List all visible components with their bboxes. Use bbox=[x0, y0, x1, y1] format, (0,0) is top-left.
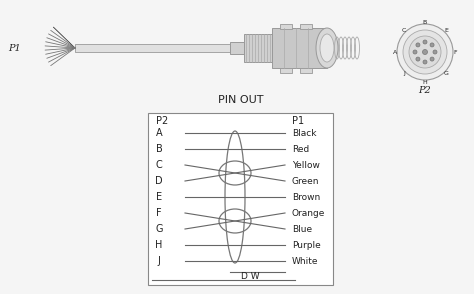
Text: Red: Red bbox=[292, 144, 309, 153]
Text: E: E bbox=[444, 28, 448, 33]
Text: A: A bbox=[393, 49, 397, 54]
Circle shape bbox=[433, 50, 437, 54]
Bar bbox=[75, 44, 235, 52]
Circle shape bbox=[423, 40, 427, 44]
Text: B: B bbox=[155, 144, 163, 154]
Text: Purple: Purple bbox=[292, 240, 321, 250]
Circle shape bbox=[397, 24, 453, 80]
Text: P2: P2 bbox=[156, 116, 168, 126]
Bar bbox=[300, 24, 312, 29]
Circle shape bbox=[403, 30, 447, 74]
Bar bbox=[272, 28, 327, 68]
Bar bbox=[230, 42, 244, 54]
Text: Blue: Blue bbox=[292, 225, 312, 233]
Circle shape bbox=[416, 43, 420, 47]
Circle shape bbox=[413, 50, 417, 54]
Text: Black: Black bbox=[292, 128, 317, 138]
Text: P1: P1 bbox=[8, 44, 21, 53]
Circle shape bbox=[430, 43, 434, 47]
Text: F: F bbox=[453, 49, 457, 54]
Text: J: J bbox=[403, 71, 405, 76]
Text: P2: P2 bbox=[419, 86, 431, 95]
Text: D W: D W bbox=[241, 272, 259, 281]
Bar bbox=[148, 113, 333, 285]
Text: H: H bbox=[155, 240, 163, 250]
Circle shape bbox=[422, 49, 428, 54]
Ellipse shape bbox=[320, 34, 334, 62]
Ellipse shape bbox=[316, 28, 338, 68]
Circle shape bbox=[416, 57, 420, 61]
Text: Brown: Brown bbox=[292, 193, 320, 201]
Text: C: C bbox=[155, 160, 163, 170]
Circle shape bbox=[423, 60, 427, 64]
Text: D: D bbox=[155, 176, 163, 186]
Text: A: A bbox=[155, 128, 162, 138]
Text: J: J bbox=[157, 256, 160, 266]
Text: Yellow: Yellow bbox=[292, 161, 320, 170]
Circle shape bbox=[430, 57, 434, 61]
Text: C: C bbox=[401, 28, 406, 33]
Bar bbox=[280, 24, 292, 29]
Bar bbox=[280, 68, 292, 73]
Text: P1: P1 bbox=[292, 116, 304, 126]
Text: G: G bbox=[444, 71, 449, 76]
Text: H: H bbox=[423, 79, 428, 84]
Bar bbox=[244, 34, 272, 62]
Text: G: G bbox=[155, 224, 163, 234]
Text: Green: Green bbox=[292, 176, 319, 186]
Text: Orange: Orange bbox=[292, 208, 325, 218]
Bar bbox=[300, 68, 312, 73]
Text: F: F bbox=[156, 208, 162, 218]
Text: B: B bbox=[423, 19, 427, 24]
Text: E: E bbox=[156, 192, 162, 202]
Circle shape bbox=[409, 36, 441, 68]
Text: PIN OUT: PIN OUT bbox=[218, 95, 263, 105]
Text: White: White bbox=[292, 256, 319, 265]
